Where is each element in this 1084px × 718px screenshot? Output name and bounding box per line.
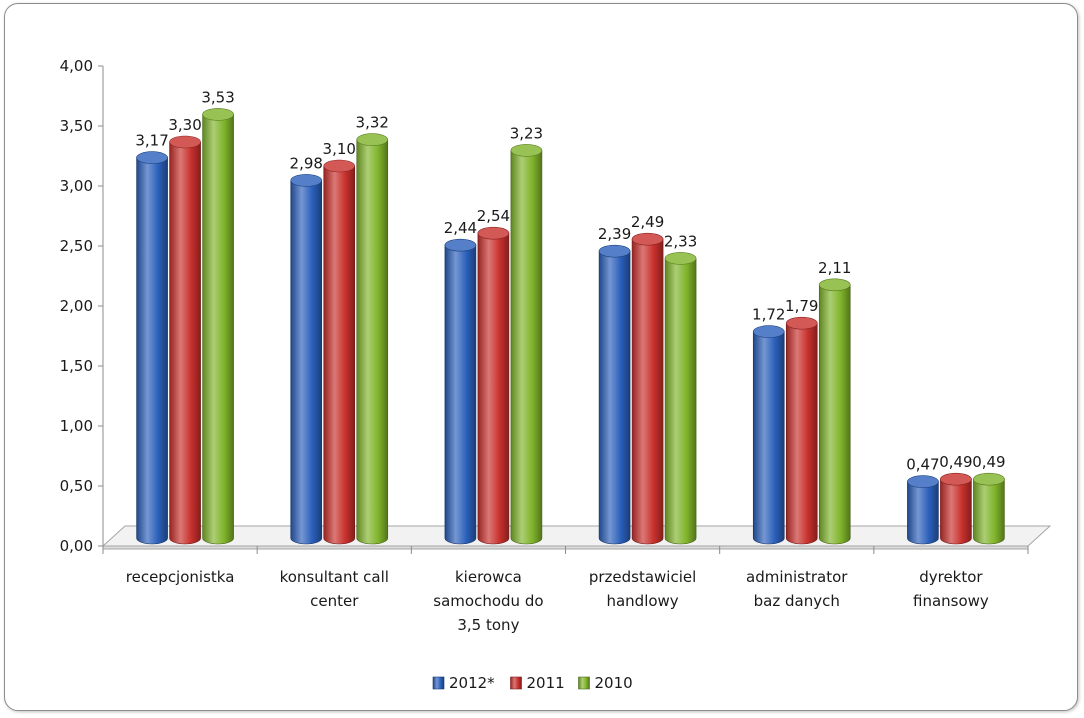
bar (940, 472, 972, 545)
bar (136, 151, 168, 545)
y-tick-label: 1,00 (60, 417, 93, 435)
bar (598, 244, 631, 545)
legend-label: 2012* (449, 674, 495, 692)
bar (752, 325, 785, 545)
y-tick-label: 3,00 (60, 177, 93, 195)
bar (818, 278, 851, 545)
legend-swatch (578, 676, 590, 690)
legend-label: 2011 (527, 674, 565, 692)
bar (510, 144, 543, 545)
bars (136, 108, 1005, 545)
category-label: recepcjonistka (126, 568, 235, 586)
category-label: konsultant call center (280, 568, 389, 610)
data-label: 3,30 (168, 116, 201, 134)
bar (444, 238, 477, 545)
legend-swatch (510, 676, 522, 690)
category-label: administrator baz danych (746, 568, 848, 610)
legend-item: 2011 (510, 674, 565, 692)
data-label: 0,49 (939, 453, 972, 471)
legend-item: 2010 (578, 674, 633, 692)
data-label: 0,47 (906, 456, 939, 474)
bar (202, 108, 234, 545)
data-label: 2,49 (631, 213, 664, 231)
y-tick-label: 3,50 (60, 117, 93, 135)
bar (169, 135, 201, 545)
category-label: dyrektor finansowy (913, 568, 989, 610)
legend-swatch (432, 676, 445, 690)
legend: 2012* 2011 2010 (432, 674, 633, 692)
data-label: 2,44 (444, 219, 477, 237)
y-tick-label: 2,50 (60, 237, 93, 255)
bar (323, 159, 356, 545)
data-label: 0,49 (972, 453, 1005, 471)
data-label: 3,17 (135, 132, 168, 150)
data-label: 2,39 (598, 225, 631, 243)
data-label: 3,23 (510, 124, 543, 142)
data-label: 3,32 (356, 114, 389, 132)
bar (973, 472, 1005, 545)
y-tick-label: 1,50 (60, 357, 93, 375)
bar (631, 232, 664, 545)
data-label: 3,53 (201, 88, 234, 106)
data-label: 2,54 (477, 207, 510, 225)
data-label: 3,10 (323, 140, 356, 158)
category-labels: recepcjonistka konsultant call center kiero… (126, 568, 989, 634)
data-label: 1,79 (785, 297, 818, 315)
bar (907, 475, 939, 545)
data-label: 1,72 (752, 306, 785, 324)
data-label: 2,11 (818, 259, 851, 277)
y-tick-label: 4,00 (60, 57, 93, 75)
y-tick-label: 0,50 (60, 477, 93, 495)
bar (664, 252, 697, 545)
legend-item: 2012* (432, 674, 495, 692)
bar (290, 174, 323, 545)
bar (477, 226, 510, 545)
category-label: kierowca samochodu do 3,5 tony (433, 568, 543, 634)
bar (356, 133, 389, 545)
y-tick-label: 2,00 (60, 297, 93, 315)
bar (785, 316, 818, 545)
category-label: przedstawiciel handlowy (589, 568, 696, 610)
y-tick-label: 0,00 (60, 537, 93, 555)
data-label: 2,33 (664, 232, 697, 250)
y-axis: 0,00 0,50 1,00 1,50 2,00 2,50 3,00 3,50 4,00 (60, 57, 1029, 555)
legend-label: 2010 (595, 674, 633, 692)
data-labels: 3,173,303,53 2,983,103,32 2,442,54 3,23 2,39… (135, 88, 1005, 473)
data-label: 2,98 (290, 154, 323, 172)
